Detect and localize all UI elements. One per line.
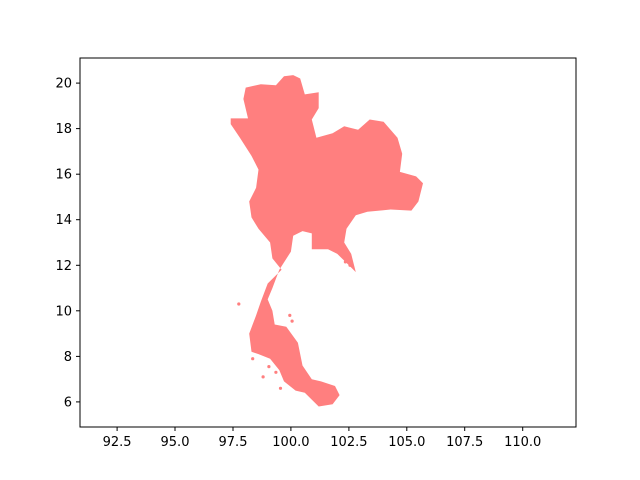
island-shape bbox=[267, 365, 271, 369]
x-tick-label: 95.0 bbox=[161, 435, 190, 450]
island-shape bbox=[261, 375, 265, 379]
x-tick-label: 105.0 bbox=[388, 435, 425, 450]
y-tick-label: 20 bbox=[55, 77, 72, 92]
x-tick-label: 97.5 bbox=[219, 435, 248, 450]
y-tick-label: 14 bbox=[55, 213, 72, 228]
island-shape bbox=[348, 263, 352, 267]
island-shape bbox=[237, 302, 241, 306]
island-shape bbox=[274, 370, 278, 374]
island-shape bbox=[343, 260, 347, 264]
island-shape bbox=[288, 313, 292, 317]
island-shape bbox=[278, 386, 283, 390]
y-tick-label: 16 bbox=[55, 168, 72, 183]
mainland-shape bbox=[230, 75, 423, 407]
axes-frame bbox=[79, 57, 577, 428]
x-tick-label: 107.5 bbox=[446, 435, 483, 450]
country-shapes bbox=[230, 75, 423, 407]
x-tick-label: 100.0 bbox=[272, 435, 309, 450]
island-shape bbox=[251, 357, 255, 361]
y-tick-label: 18 bbox=[55, 122, 72, 137]
axis-ticks: 92.5 95.0 97.5 100.0 102.5 105.0 107.5 110.0 6 8 1… bbox=[55, 77, 541, 450]
x-tick-label: 102.5 bbox=[330, 435, 367, 450]
y-tick-label: 10 bbox=[55, 304, 72, 319]
y-tick-label: 12 bbox=[55, 259, 72, 274]
x-tick-label: 110.0 bbox=[504, 435, 541, 450]
y-tick-label: 8 bbox=[64, 350, 72, 365]
y-tick-label: 6 bbox=[64, 395, 72, 410]
x-tick-label: 92.5 bbox=[103, 435, 132, 450]
island-shape bbox=[290, 319, 294, 323]
